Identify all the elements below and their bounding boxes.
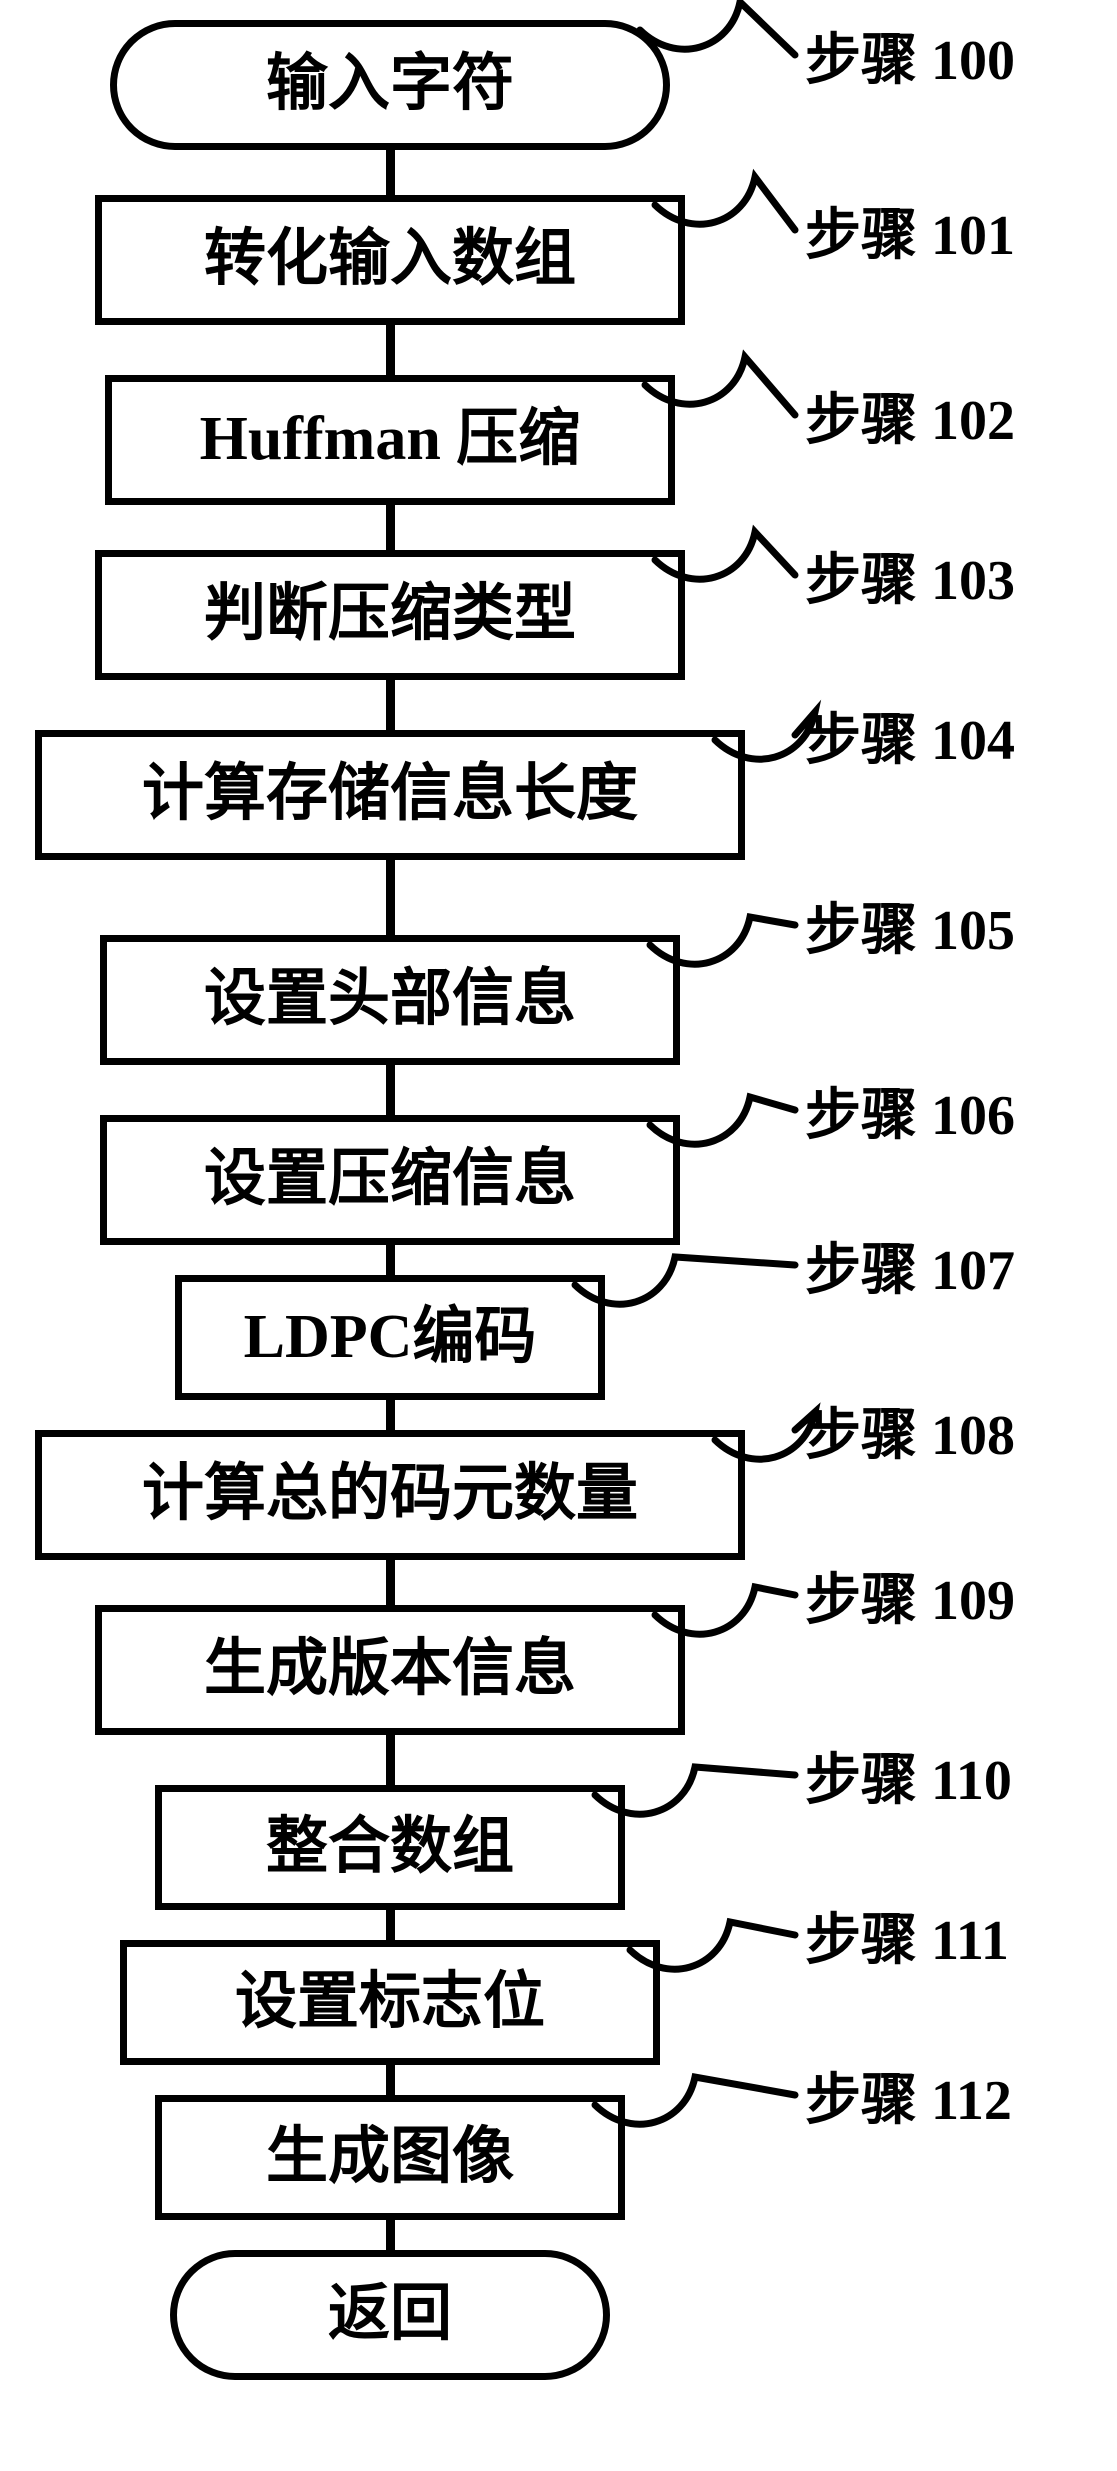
node-label: 转化输入数组	[204, 227, 576, 292]
step-label-105: 步骤 105	[805, 890, 1015, 960]
node-n_return: 返回	[170, 2250, 610, 2380]
connector	[386, 2065, 395, 2095]
node-label: 计算总的码元数量	[142, 1462, 638, 1527]
node-n_112: 生成图像	[155, 2095, 625, 2220]
node-n_108: 计算总的码元数量	[35, 1430, 745, 1560]
node-n_start: 输入字符	[110, 20, 670, 150]
node-label: 判断压缩类型	[204, 582, 576, 647]
node-n_102: Huffman 压缩	[105, 375, 675, 505]
node-n_104: 计算存储信息长度	[35, 730, 745, 860]
step-label-103: 步骤 103	[805, 540, 1015, 610]
step-label-112: 步骤 112	[805, 2060, 1012, 2130]
node-label: 整合数组	[266, 1815, 514, 1880]
node-label: 设置压缩信息	[204, 1147, 576, 1212]
node-n_109: 生成版本信息	[95, 1605, 685, 1735]
node-label: 生成版本信息	[204, 1637, 576, 1702]
step-label-108: 步骤 108	[805, 1395, 1015, 1465]
step-label-111: 步骤 111	[805, 1900, 1009, 1970]
node-n_107: LDPC编码	[175, 1275, 605, 1400]
node-label: 设置头部信息	[204, 967, 576, 1032]
node-n_103: 判断压缩类型	[95, 550, 685, 680]
connector	[386, 1735, 395, 1785]
node-n_105: 设置头部信息	[100, 935, 680, 1065]
node-label: LDPC编码	[244, 1305, 537, 1370]
node-label: 生成图像	[266, 2125, 514, 2190]
step-label-109: 步骤 109	[805, 1560, 1015, 1630]
connector	[386, 1400, 395, 1430]
connector	[386, 505, 395, 550]
node-label: 计算存储信息长度	[142, 762, 638, 827]
step-label-104: 步骤 104	[805, 700, 1015, 770]
step-label-100: 步骤 100	[805, 20, 1015, 90]
step-label-102: 步骤 102	[805, 380, 1015, 450]
node-label: Huffman 压缩	[200, 407, 581, 472]
connector	[386, 1560, 395, 1605]
connector	[386, 680, 395, 730]
node-n_106: 设置压缩信息	[100, 1115, 680, 1245]
connector	[386, 325, 395, 375]
step-label-101: 步骤 101	[805, 195, 1015, 265]
node-label: 返回	[328, 2282, 452, 2347]
connector	[386, 1065, 395, 1115]
connector	[386, 860, 395, 935]
connector	[386, 150, 395, 195]
step-label-107: 步骤 107	[805, 1230, 1015, 1300]
connector	[386, 1910, 395, 1940]
node-n_101: 转化输入数组	[95, 195, 685, 325]
node-label: 设置标志位	[235, 1970, 545, 2035]
node-n_111: 设置标志位	[120, 1940, 660, 2065]
node-label: 输入字符	[266, 52, 514, 117]
flowchart-canvas: 输入字符转化输入数组 Huffman 压缩判断压缩类型计算存储信息长度设置头部信息…	[0, 0, 1117, 2471]
connector	[386, 2220, 395, 2250]
node-n_110: 整合数组	[155, 1785, 625, 1910]
connector	[386, 1245, 395, 1275]
step-label-106: 步骤 106	[805, 1075, 1015, 1145]
step-label-110: 步骤 110	[805, 1740, 1012, 1810]
